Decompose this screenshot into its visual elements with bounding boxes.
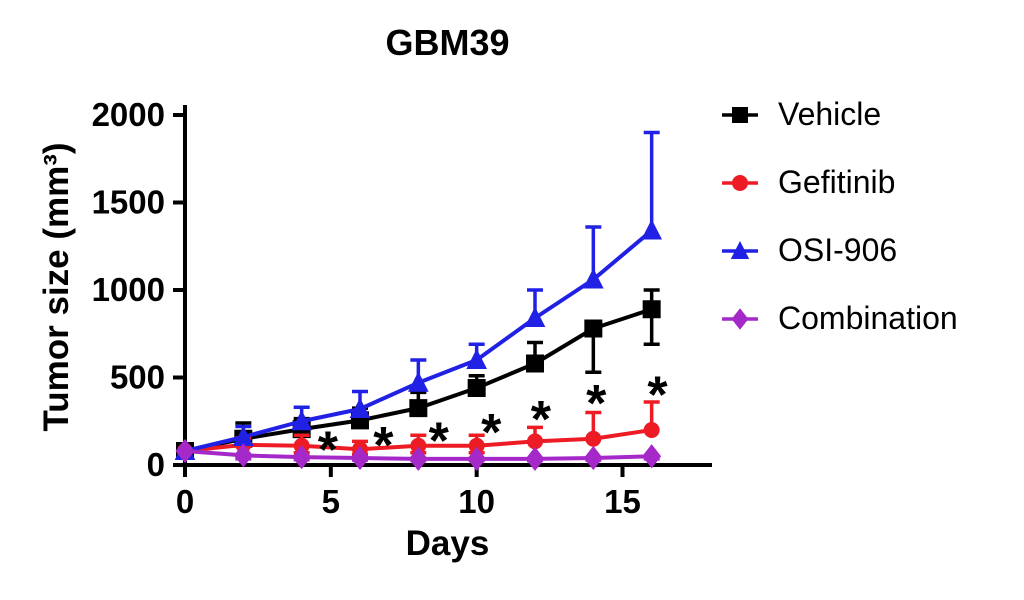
y-axis-label: Tumor size (mm³) bbox=[37, 142, 76, 432]
x-axis: 0 5 10 15 bbox=[176, 463, 712, 520]
y-tick-label: 1000 bbox=[92, 271, 165, 308]
x-axis-label: Days bbox=[405, 524, 490, 563]
y-tick-label: 2000 bbox=[92, 96, 165, 133]
chart-title: GBM39 bbox=[385, 22, 510, 63]
legend-item-gefitinib: Gefitinib bbox=[716, 164, 958, 201]
x-tick-label: 0 bbox=[176, 483, 194, 520]
legend-item-vehicle: Vehicle bbox=[716, 96, 958, 133]
series-combination bbox=[175, 438, 662, 472]
significance-asterisk: * bbox=[531, 391, 552, 449]
y-tick-label: 0 bbox=[147, 446, 165, 483]
series-line bbox=[184, 228, 653, 453]
legend-item-osi-906: OSI-906 bbox=[716, 232, 958, 269]
significance-asterisk: * bbox=[481, 404, 502, 462]
x-tick-label: 10 bbox=[458, 483, 495, 520]
significance-asterisk: * bbox=[429, 413, 450, 471]
x-tick-label: 15 bbox=[604, 483, 641, 520]
legend-label: Combination bbox=[778, 300, 958, 336]
circle-marker-icon bbox=[722, 174, 758, 191]
triangle-marker-icon bbox=[722, 240, 758, 259]
legend-item-combination: Combination bbox=[716, 300, 958, 337]
y-tick-label: 500 bbox=[110, 359, 165, 396]
significance-asterisk: * bbox=[318, 421, 339, 479]
legend-label: Vehicle bbox=[778, 96, 882, 132]
legend-label: OSI-906 bbox=[778, 232, 898, 268]
diamond-marker-icon bbox=[722, 307, 758, 330]
x-tick-label: 5 bbox=[322, 483, 340, 520]
significance-asterisk: * bbox=[373, 417, 394, 475]
y-axis: 0 500 1000 1500 2000 bbox=[92, 96, 187, 483]
significance-asterisk: * bbox=[647, 366, 668, 424]
square-marker-icon bbox=[722, 106, 758, 123]
y-tick-label: 1500 bbox=[92, 184, 165, 221]
chart-legend: Vehicle Gefitinib OSI-906 Combination bbox=[716, 96, 958, 337]
legend-label: Gefitinib bbox=[778, 164, 896, 200]
significance-asterisk: * bbox=[586, 375, 607, 433]
series-osi-906 bbox=[174, 130, 663, 460]
